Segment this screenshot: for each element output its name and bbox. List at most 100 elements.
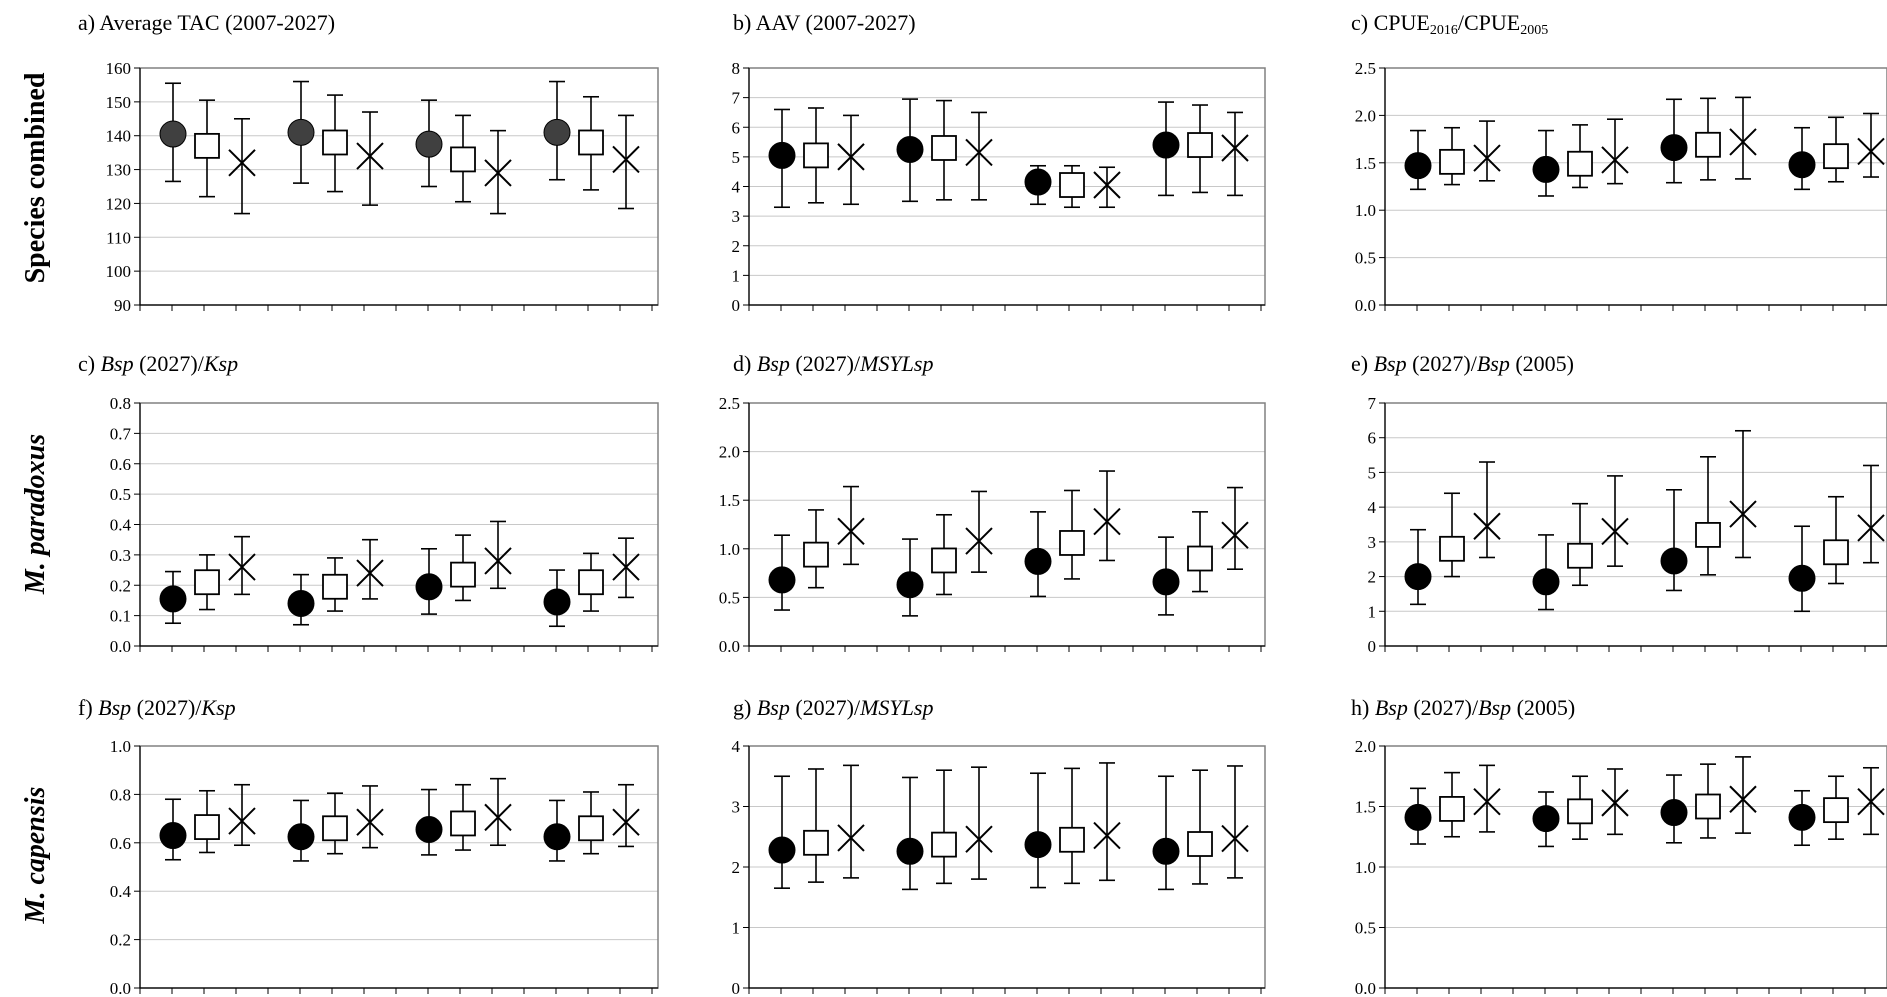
row-labels: Species combined M. paradoxus M. capensi… (20, 72, 51, 924)
y-tick-label: 130 (106, 161, 132, 180)
marker-filled-circle (896, 135, 924, 163)
marker-cross (837, 517, 865, 546)
marker-open-square (194, 569, 220, 596)
marker-open-square (1695, 793, 1721, 820)
marker-cross (228, 149, 256, 177)
y-tick-label: 0.6 (110, 455, 131, 474)
marker-filled-circle (1024, 168, 1052, 196)
marker-open-square (1695, 522, 1721, 548)
marker-filled-circle (1024, 831, 1052, 859)
plot-frame (748, 402, 1266, 647)
marker-open-square (194, 132, 220, 159)
y-tick-label: 0.2 (110, 931, 131, 950)
y-tick-label: 6 (1368, 429, 1377, 448)
marker-open-square (322, 815, 348, 842)
panel-title-run: f) (78, 695, 98, 720)
marker-filled-circle (1660, 134, 1688, 162)
panel-title-run: (2027)/ (1408, 695, 1479, 720)
chart-panel: b) AAV (2007-2027) 0 1 2 3 4 5 6 7 8 (732, 10, 1266, 315)
marker-filled-circle (543, 118, 571, 146)
marker-open-square (450, 146, 476, 173)
y-tick-label: 90 (114, 296, 131, 315)
marker-cross (1857, 137, 1885, 166)
marker-filled-circle (415, 130, 443, 158)
marker-filled-circle (768, 141, 796, 169)
marker-filled-circle (1404, 152, 1432, 180)
marker-open-square (1823, 143, 1849, 170)
panel-title-run: (2005) (1510, 351, 1574, 376)
marker-cross (1473, 787, 1501, 816)
y-tick-label: 2.0 (719, 443, 740, 462)
marker-cross (1093, 821, 1121, 850)
marker-cross (1473, 144, 1501, 172)
marker-cross (1221, 521, 1249, 549)
marker-open-square (803, 541, 829, 568)
y-tick-label: 2.5 (1355, 59, 1376, 78)
y-tick-label: 0.5 (1355, 919, 1376, 938)
panel-title: g) Bsp (2027)/MSYLsp (733, 695, 933, 720)
marker-cross (837, 143, 865, 171)
marker-open-square (322, 573, 348, 600)
marker-cross (1473, 512, 1501, 540)
y-tick-label: 0 (732, 296, 741, 315)
y-tick-label: 0.4 (110, 882, 132, 901)
y-tick-label: 0.7 (110, 424, 132, 443)
panel-title-run: /CPUE (1458, 10, 1520, 35)
marker-filled-circle (1404, 803, 1432, 831)
y-tick-label: 1.0 (1355, 858, 1376, 877)
marker-cross (356, 808, 384, 836)
marker-filled-circle (159, 585, 187, 613)
marker-cross (1601, 517, 1629, 546)
y-tick-label: 120 (106, 194, 132, 213)
marker-open-square (1567, 542, 1593, 569)
marker-open-square (931, 831, 957, 858)
y-tick-label: 1.0 (719, 540, 740, 559)
marker-open-square (1187, 132, 1213, 158)
chart-panel: c) CPUE2016/CPUE2005 0.0 0.5 1.0 1.5 2.0 2.5 (1351, 10, 1887, 315)
panel-title: a) Average TAC (2007-2027) (78, 10, 335, 35)
y-tick-label: 5 (732, 148, 741, 167)
marker-filled-circle (1404, 563, 1432, 591)
marker-open-square (1439, 535, 1465, 562)
y-tick-label: 5 (1368, 463, 1377, 482)
y-tick-label: 6 (732, 118, 741, 137)
y-tick-label: 0.8 (110, 394, 131, 413)
y-tick-label: 0.0 (1355, 979, 1376, 997)
marker-open-square (1823, 539, 1849, 566)
marker-filled-circle (287, 589, 315, 617)
y-tick-label: 1.5 (1355, 154, 1376, 173)
marker-filled-circle (768, 836, 796, 864)
y-tick-label: 3 (1368, 533, 1377, 552)
panel-title: f) Bsp (2027)/Ksp (78, 695, 236, 720)
y-tick-label: 1.0 (1355, 201, 1376, 220)
y-tick-label: 2 (732, 237, 741, 256)
panel-title-run: e) (1351, 351, 1374, 376)
panel-title-run: Bsp (1477, 351, 1510, 376)
y-tick-label: 1 (732, 919, 741, 938)
panel-title-run: g) (733, 695, 757, 720)
y-tick-label: 140 (106, 127, 132, 146)
marker-filled-circle (896, 837, 924, 865)
y-tick-label: 1 (732, 266, 741, 285)
marker-filled-circle (1152, 131, 1180, 159)
marker-open-square (578, 815, 604, 842)
y-tick-label: 8 (732, 59, 741, 78)
plot-frame (1384, 402, 1887, 647)
y-tick-label: 2.0 (1355, 106, 1376, 125)
row-label-m-paradoxus: M. paradoxus (20, 434, 51, 595)
marker-open-square (578, 569, 604, 596)
marker-open-square (803, 142, 829, 169)
panel-title-run: (2027)/ (1407, 351, 1478, 376)
panel-title-run: MSYLsp (859, 695, 933, 720)
y-tick-label: 0.5 (719, 588, 740, 607)
marker-open-square (1187, 831, 1213, 857)
marker-open-square (322, 129, 348, 156)
y-tick-label: 3 (732, 207, 741, 226)
marker-open-square (1059, 530, 1085, 556)
marker-filled-circle (1024, 547, 1052, 575)
y-tick-label: 150 (106, 93, 132, 112)
panel-title: c) CPUE2016/CPUE2005 (1351, 10, 1548, 38)
marker-filled-circle (159, 822, 187, 850)
chart-panel: e) Bsp (2027)/Bsp (2005) 0 1 2 3 4 5 6 7 (1351, 351, 1887, 656)
